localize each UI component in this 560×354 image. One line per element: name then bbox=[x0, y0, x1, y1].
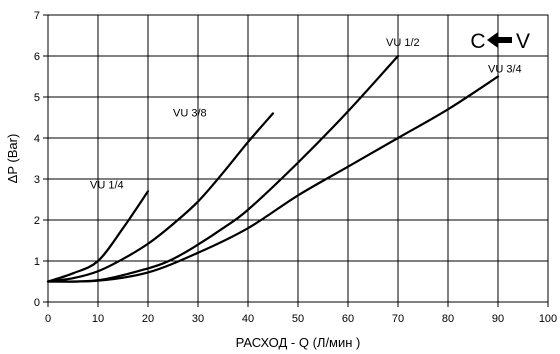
x-tick-label: 50 bbox=[292, 313, 304, 325]
y-tick-label: 7 bbox=[34, 10, 40, 22]
flow-direction-annotation: C V bbox=[470, 30, 530, 53]
flow-letter-v: V bbox=[516, 30, 530, 53]
x-tick-label: 70 bbox=[392, 313, 404, 325]
x-tick-label: 90 bbox=[492, 313, 504, 325]
y-axis-title: ΔP (Bar) bbox=[5, 134, 20, 184]
left-arrow-icon bbox=[487, 32, 512, 48]
series-line-vu-1-4 bbox=[46, 190, 150, 283]
series-label: VU 3/8 bbox=[173, 107, 207, 119]
x-tick-label: 30 bbox=[192, 313, 204, 325]
series-line-vu-3-4 bbox=[46, 75, 500, 283]
axis-ticks: 0 10 20 30 40 50 60 70 80 90 100 0 1 2 3 4 5 6 7 bbox=[34, 10, 557, 325]
flow-letter-c: C bbox=[470, 30, 485, 53]
x-tick-label: 0 bbox=[45, 313, 51, 325]
y-tick-label: 0 bbox=[34, 297, 40, 309]
x-axis-title: РАСХОД - Q (Л/мин ) bbox=[236, 335, 361, 350]
x-tick-label: 40 bbox=[242, 313, 254, 325]
series-line-vu-1-2 bbox=[46, 54, 400, 283]
series-line-vu-3-8 bbox=[46, 112, 275, 283]
x-tick-label: 80 bbox=[442, 313, 454, 325]
y-tick-label: 3 bbox=[34, 174, 40, 186]
y-tick-label: 1 bbox=[34, 256, 40, 268]
x-tick-label: 10 bbox=[92, 313, 104, 325]
series-label: VU 1/2 bbox=[386, 37, 420, 49]
x-tick-label: 20 bbox=[142, 313, 154, 325]
y-tick-label: 5 bbox=[34, 92, 40, 104]
x-tick-label: 60 bbox=[342, 313, 354, 325]
x-tick-label: 100 bbox=[539, 313, 557, 325]
y-tick-label: 6 bbox=[34, 51, 40, 63]
series-label: VU 1/4 bbox=[90, 179, 124, 191]
series-labels: VU 1/4 VU 3/8 VU 1/2 VU 3/4 bbox=[90, 37, 522, 191]
y-tick-label: 4 bbox=[34, 133, 40, 145]
y-tick-label: 2 bbox=[34, 215, 40, 227]
series-label: VU 3/4 bbox=[488, 64, 522, 76]
series-lines bbox=[46, 54, 500, 283]
